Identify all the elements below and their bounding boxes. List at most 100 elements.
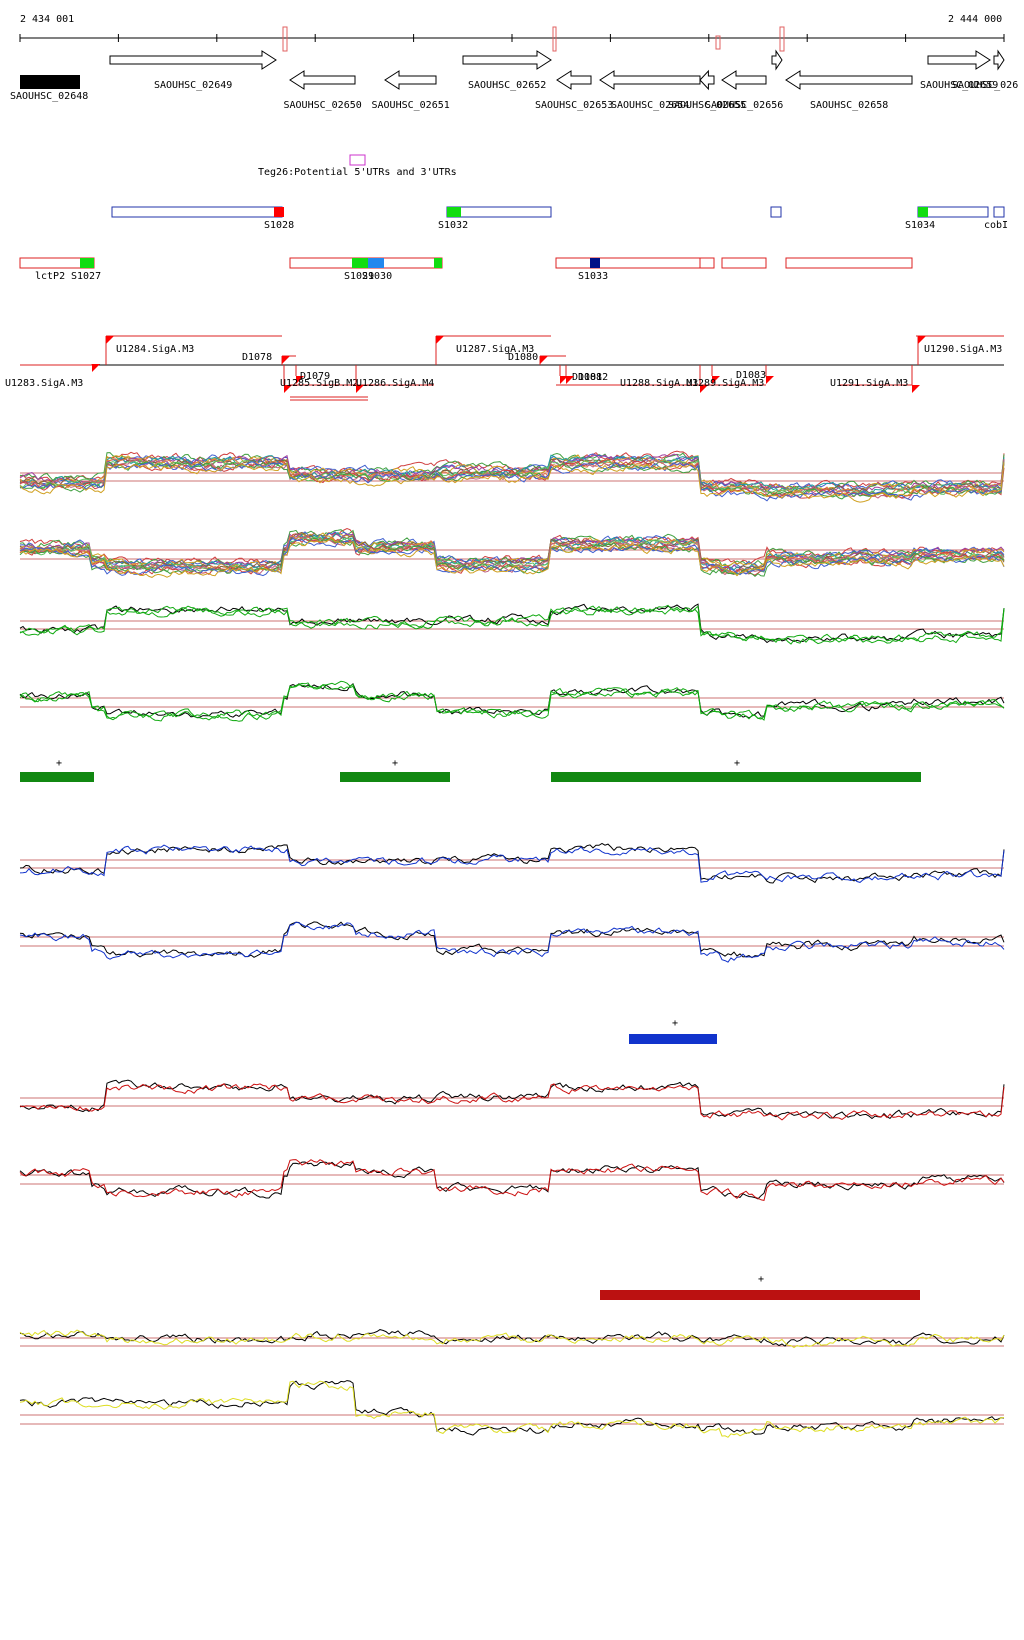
- tss-label: U1288.SigA.M3: [620, 378, 698, 389]
- tss-label: D1079: [300, 371, 330, 382]
- ruler-markers: [282, 26, 785, 52]
- signal-line: [19, 535, 1005, 576]
- signal-line: [19, 537, 1005, 578]
- gene-saouhsc_02656[interactable]: SAOUHSC_02656: [705, 70, 783, 111]
- segment-sign: +: [734, 758, 740, 769]
- signal-line: [19, 680, 1005, 720]
- tss-marker[interactable]: U1287.SigA.M3: [435, 336, 534, 365]
- srna-label: S1030: [362, 271, 392, 282]
- srna-red-track: lctP2 S1027 S1029 S1030 S1033: [19, 257, 913, 282]
- segment-sign: +: [672, 1018, 678, 1029]
- gene-saouhsc_02650[interactable]: SAOUHSC_02650: [284, 70, 362, 111]
- signal-line: [19, 921, 1005, 959]
- tss-label: U1290.SigA.M3: [924, 344, 1002, 355]
- srna-label: S1033: [578, 271, 608, 282]
- gene-label: SAOUHSC_02653: [535, 100, 613, 111]
- ruler-ticks: [19, 34, 1005, 42]
- gene-saouhsc_02648[interactable]: SAOUHSC_02648: [10, 75, 88, 102]
- tss-marker[interactable]: U1288.SigA.M3: [620, 365, 708, 393]
- track-block: [19, 450, 1005, 578]
- gene-saouhsc_02654[interactable]: SAOUHSC_02654: [599, 70, 701, 111]
- gene-saouhsc_02658[interactable]: SAOUHSC_02658: [785, 70, 913, 111]
- signal-line: [19, 1160, 1005, 1200]
- gene-label: SAOUHSC_02655: [668, 100, 746, 111]
- coord-start-label: 2 434 001: [20, 14, 74, 25]
- tss-marker[interactable]: U1289.SigA.M3: [686, 365, 764, 389]
- signal-line: [19, 844, 1005, 883]
- gene-label: SAOUHSC_02654: [611, 100, 689, 111]
- segment-bars: + + + + +: [20, 758, 921, 1300]
- tss-label: D1083: [736, 370, 766, 381]
- segment-bar[interactable]: +: [340, 758, 450, 782]
- gene-label: SAOUHSC_02659: [920, 80, 998, 91]
- gene-saouhsc_02653[interactable]: SAOUHSC_02653: [535, 70, 613, 111]
- gene-label: SAOUHSC_02648: [10, 91, 88, 102]
- teg26-box: [349, 154, 366, 166]
- gene-saouhsc_02655[interactable]: SAOUHSC_02655: [668, 69, 746, 111]
- signal-line: [19, 1159, 1005, 1201]
- tss-marker[interactable]: U1291.SigA.M3: [830, 365, 920, 393]
- tss-marker[interactable]: D1079: [295, 365, 330, 384]
- signal-line: [19, 457, 1005, 496]
- gene-label: SAOUHSC_02650: [284, 100, 362, 111]
- gene-label: SAOUHSC_02649: [154, 80, 232, 91]
- signal-line: [19, 921, 1005, 963]
- gene-saouhsc_02649[interactable]: SAOUHSC_02649: [109, 50, 277, 91]
- segment-sign: +: [56, 758, 62, 769]
- tss-marker[interactable]: U1285.SigB.M2: [280, 365, 358, 393]
- signal-line: [19, 1329, 1005, 1349]
- tss-track: U1283.SigA.M3U1284.SigA.M3D1078D1079U128…: [5, 335, 1004, 401]
- tss-marker[interactable]: D1082: [565, 365, 608, 384]
- gene-label: SAOUHSC_02658: [810, 100, 888, 111]
- gene-saouhsc_02652[interactable]: SAOUHSC_02652: [462, 50, 552, 91]
- signal-line: [19, 603, 1005, 644]
- segment-bar[interactable]: +: [600, 1274, 920, 1300]
- tss-label: D1078: [242, 352, 272, 363]
- track-block: [19, 1079, 1005, 1201]
- signal-line: [19, 1329, 1005, 1347]
- track-block: [19, 603, 1005, 722]
- gene-label: SAOUHSC_02652: [468, 80, 546, 91]
- tss-marker[interactable]: D1083: [736, 365, 774, 384]
- signal-line: [19, 1083, 1005, 1121]
- tss-marker[interactable]: U1284.SigA.M3: [105, 336, 194, 365]
- gene-saouhsc_026[interactable]: SAOUHSC_026: [952, 49, 1018, 91]
- tss-label: U1285.SigB.M2: [280, 378, 358, 389]
- signal-line: [19, 462, 1005, 503]
- tss-marker[interactable]: D1078: [242, 352, 290, 365]
- signal-line: [20, 531, 1005, 569]
- segment-bar[interactable]: +: [20, 758, 94, 782]
- gene-label: SAOUHSC_02656: [705, 100, 783, 111]
- srna-label: S1027: [71, 271, 101, 282]
- tss-marker[interactable]: D1080: [508, 352, 548, 365]
- segment-bar[interactable]: +: [551, 758, 921, 782]
- track-block: [19, 842, 1005, 963]
- gene-saouhsc_02651[interactable]: SAOUHSC_02651: [372, 70, 450, 111]
- signal-line: [19, 453, 1005, 495]
- gene-saouhsc_02657[interactable]: [771, 49, 783, 71]
- signal-line: [19, 537, 1005, 577]
- signal-line: [19, 604, 1005, 645]
- signal-line: [19, 682, 1005, 722]
- teg26-annotation: Teg26:Potential 5'UTRs and 3'UTRs: [258, 154, 457, 178]
- tss-label: U1283.SigA.M3: [5, 378, 83, 389]
- tss-label: U1284.SigA.M3: [116, 344, 194, 355]
- gene-saouhsc_02659[interactable]: SAOUHSC_02659: [920, 50, 998, 91]
- signal-line: [19, 461, 1005, 500]
- expression-tracks: [19, 450, 1005, 1438]
- tss-marker[interactable]: U1290.SigA.M3: [917, 336, 1002, 365]
- signal-line: [19, 531, 1005, 576]
- track-block: [19, 1329, 1005, 1438]
- tss-label: D1080: [508, 352, 538, 363]
- segment-bar[interactable]: +: [629, 1018, 717, 1044]
- segment-sign: +: [392, 758, 398, 769]
- gene-label: SAOUHSC_02651: [372, 100, 450, 111]
- srna-label: S1028: [264, 220, 294, 231]
- signal-line: [19, 842, 1005, 884]
- tss-marker[interactable]: U1286.SigA.M4: [355, 365, 434, 393]
- signal-line: [19, 607, 1005, 645]
- tss-marker[interactable]: U1283.SigA.M3: [5, 364, 100, 389]
- srna-label: S1032: [438, 220, 468, 231]
- srna-label: S1029: [344, 271, 374, 282]
